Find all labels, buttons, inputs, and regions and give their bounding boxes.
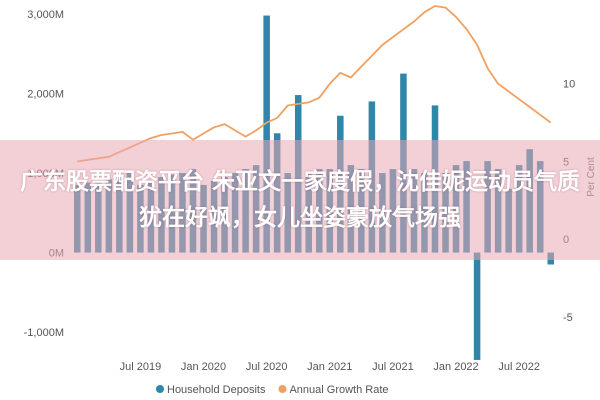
legend-marker xyxy=(156,385,164,393)
left-tick-label: 2,000M xyxy=(27,88,64,100)
right-tick-label: 10 xyxy=(563,79,575,91)
headline-banner: 广东股票配资平台 朱亚文一家度假，沈佳妮运动员气质犹在好飒，女儿坐姿豪放气场强 xyxy=(0,140,600,260)
headline-text: 广东股票配资平台 朱亚文一家度假，沈佳妮运动员气质犹在好飒，女儿坐姿豪放气场强 xyxy=(19,169,580,231)
legend-label: Annual Growth Rate xyxy=(289,384,388,396)
growth-rate-line xyxy=(77,5,552,163)
left-tick-label: 3,000M xyxy=(27,9,64,21)
x-tick-label: Jul 2019 xyxy=(120,361,162,373)
x-tick-label: Jan 2022 xyxy=(433,361,478,373)
x-axis: Jul 2019 Jan 2020 Jul 2020 Jan 2021 Jul 2021… xyxy=(120,361,540,373)
left-tick-label: -1,000M xyxy=(24,327,64,339)
x-tick-label: Jul 2021 xyxy=(372,361,414,373)
right-tick-label: -5 xyxy=(563,312,573,324)
legend-marker xyxy=(278,385,287,393)
bar xyxy=(473,252,481,360)
x-tick-label: Jul 2020 xyxy=(246,361,288,373)
line-series-annual-growth-rate xyxy=(77,5,552,163)
bar xyxy=(263,15,270,253)
x-tick-label: Jan 2021 xyxy=(307,361,352,373)
legend: Household Deposits Annual Growth Rate xyxy=(156,384,389,396)
x-tick-label: Jul 2022 xyxy=(498,361,540,373)
x-tick-label: Jan 2020 xyxy=(181,361,226,373)
legend-label: Household Deposits xyxy=(167,384,266,396)
